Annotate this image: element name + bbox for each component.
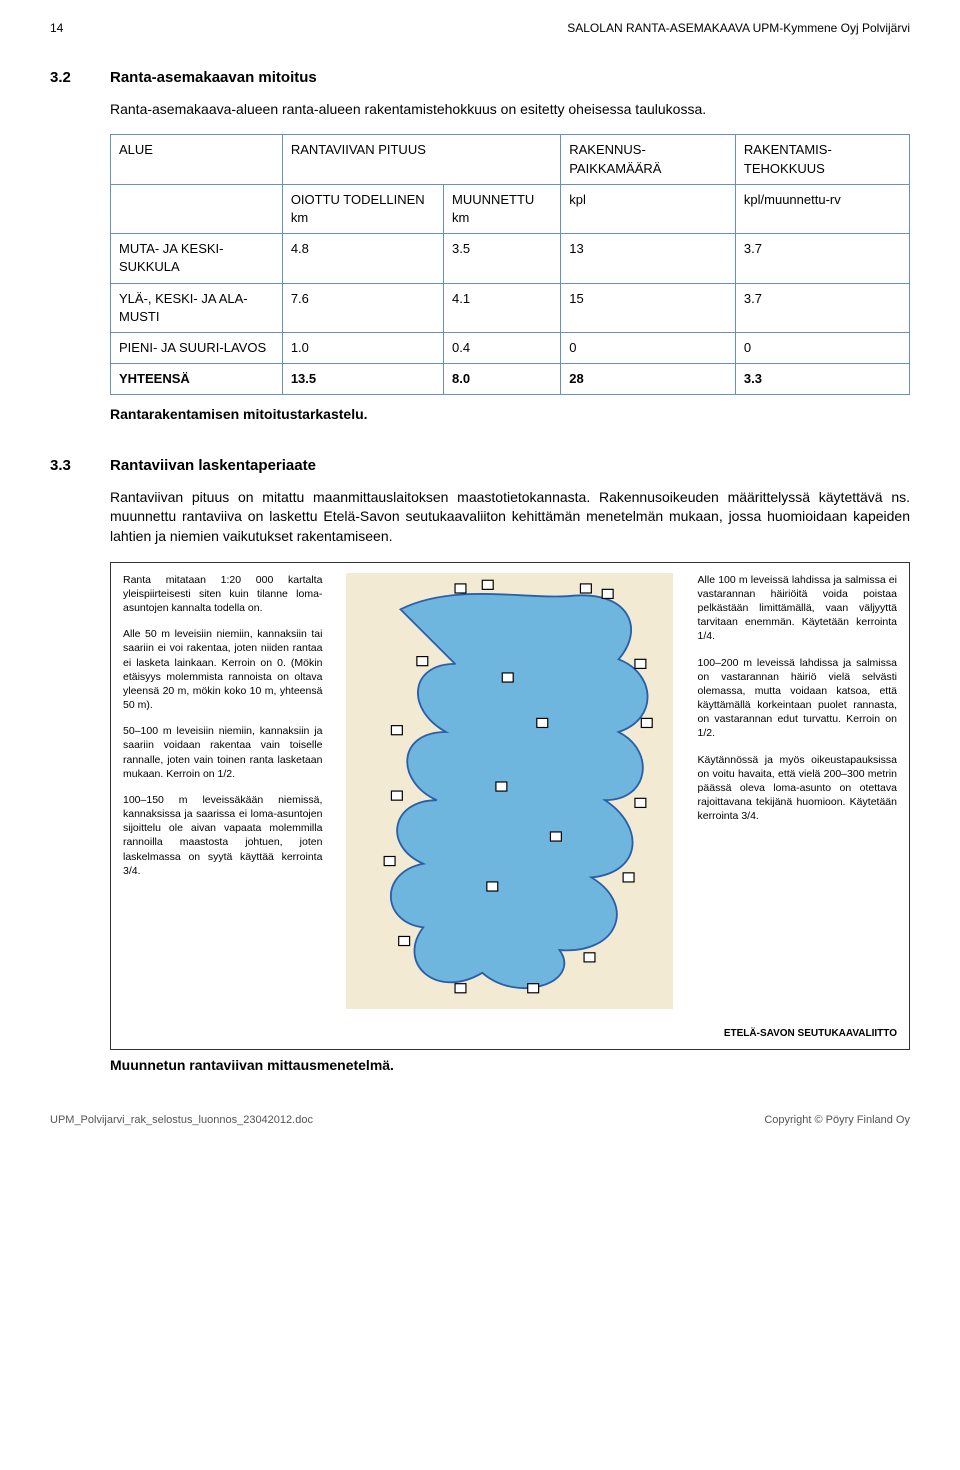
- th-alue: ALUE: [111, 135, 283, 184]
- table-total-row: YHTEENSÄ13.58.0283.3: [111, 364, 910, 395]
- table-row: YLÄ-, KESKI- JA ALA-MUSTI7.64.1153.7: [111, 283, 910, 332]
- table-cell: 13: [561, 234, 736, 283]
- table-cell: 3.7: [735, 283, 909, 332]
- mitoitus-table: ALUE RANTAVIIVAN PITUUS RAKENNUS-PAIKKAM…: [110, 134, 910, 395]
- table-cell: 13.5: [282, 364, 443, 395]
- table-cell: 28: [561, 364, 736, 395]
- table-cell: PIENI- JA SUURI-LAVOS: [111, 332, 283, 363]
- sub-oiottu: OIOTTU TODELLINEN km: [282, 184, 443, 233]
- figure-container: Ranta mitataan 1:20 000 kartalta yleispi…: [110, 562, 910, 1050]
- table-cell: 3.5: [444, 234, 561, 283]
- table-cell: 3.7: [735, 234, 909, 283]
- table-cell: 1.0: [282, 332, 443, 363]
- th-tehokkuus: RAKENTAMIS-TEHOKKUUS: [735, 135, 909, 184]
- figure-note: Alle 50 m leveisiin niemiin, kannaksiin …: [123, 627, 322, 712]
- figure-source: ETELÄ-SAVON SEUTUKAAVALIITTO: [111, 1027, 909, 1049]
- figure-note: Käytännössä ja myös oikeustapauksissa on…: [698, 753, 897, 824]
- table-cell: 0: [735, 332, 909, 363]
- doc-title: SALOLAN RANTA-ASEMAKAAVA UPM-Kymmene Oyj…: [567, 20, 910, 37]
- section-32-para: Ranta-asemakaava-alueen ranta-alueen rak…: [110, 100, 910, 120]
- sub-kplrv: kpl/muunnettu-rv: [735, 184, 909, 233]
- table-cell: 8.0: [444, 364, 561, 395]
- th-rakennuspaikka: RAKENNUS-PAIKKAMÄÄRÄ: [561, 135, 736, 184]
- table-row: PIENI- JA SUURI-LAVOS1.00.400: [111, 332, 910, 363]
- sub-muunnettu: MUUNNETTU km: [444, 184, 561, 233]
- figure-right-col: Alle 100 m leveissä lahdissa ja salmissa…: [686, 563, 909, 1019]
- th-rantaviiva: RANTAVIIVAN PITUUS: [282, 135, 560, 184]
- table-row: MUTA- JA KESKI-SUKKULA4.83.5133.7: [111, 234, 910, 283]
- figure-map: [334, 563, 685, 1019]
- table-cell: 4.8: [282, 234, 443, 283]
- table-cell: 0.4: [444, 332, 561, 363]
- section-num-32: 3.2: [50, 67, 110, 445]
- figure-note: 100–200 m leveissä lahdissa ja salmissa …: [698, 656, 897, 741]
- page-number: 14: [50, 20, 63, 37]
- sub-kpl: kpl: [561, 184, 736, 233]
- table-cell: 0: [561, 332, 736, 363]
- table-cell: 7.6: [282, 283, 443, 332]
- figure-note: 100–150 m leveissäkään niemissä, kannaks…: [123, 793, 322, 878]
- figure-caption: Muunnetun rantaviivan mittausmenetelmä.: [110, 1056, 910, 1076]
- table-cell: YLÄ-, KESKI- JA ALA-MUSTI: [111, 283, 283, 332]
- table-caption: Rantarakentamisen mitoitustarkastelu.: [110, 405, 910, 425]
- table-cell: YHTEENSÄ: [111, 364, 283, 395]
- section-33-para: Rantaviivan pituus on mitattu maanmittau…: [110, 488, 910, 547]
- figure-note: Ranta mitataan 1:20 000 kartalta yleispi…: [123, 573, 322, 616]
- lake-diagram: [346, 573, 673, 1009]
- table-cell: MUTA- JA KESKI-SUKKULA: [111, 234, 283, 283]
- figure-note: Alle 100 m leveissä lahdissa ja salmissa…: [698, 573, 897, 644]
- section-num-33: 3.3: [50, 455, 110, 1096]
- table-cell: 15: [561, 283, 736, 332]
- figure-note: 50–100 m leveisiin niemiin, kannaksiin j…: [123, 724, 322, 781]
- section-title-33: Rantaviivan laskentaperiaate: [110, 455, 910, 476]
- section-title-32: Ranta-asemakaavan mitoitus: [110, 67, 910, 88]
- figure-left-col: Ranta mitataan 1:20 000 kartalta yleispi…: [111, 563, 334, 1019]
- table-cell: 4.1: [444, 283, 561, 332]
- sub-empty: [111, 184, 283, 233]
- footer-filename: UPM_Polvijarvi_rak_selostus_luonnos_2304…: [50, 1113, 313, 1128]
- footer-copyright: Copyright © Pöyry Finland Oy: [764, 1113, 910, 1128]
- table-cell: 3.3: [735, 364, 909, 395]
